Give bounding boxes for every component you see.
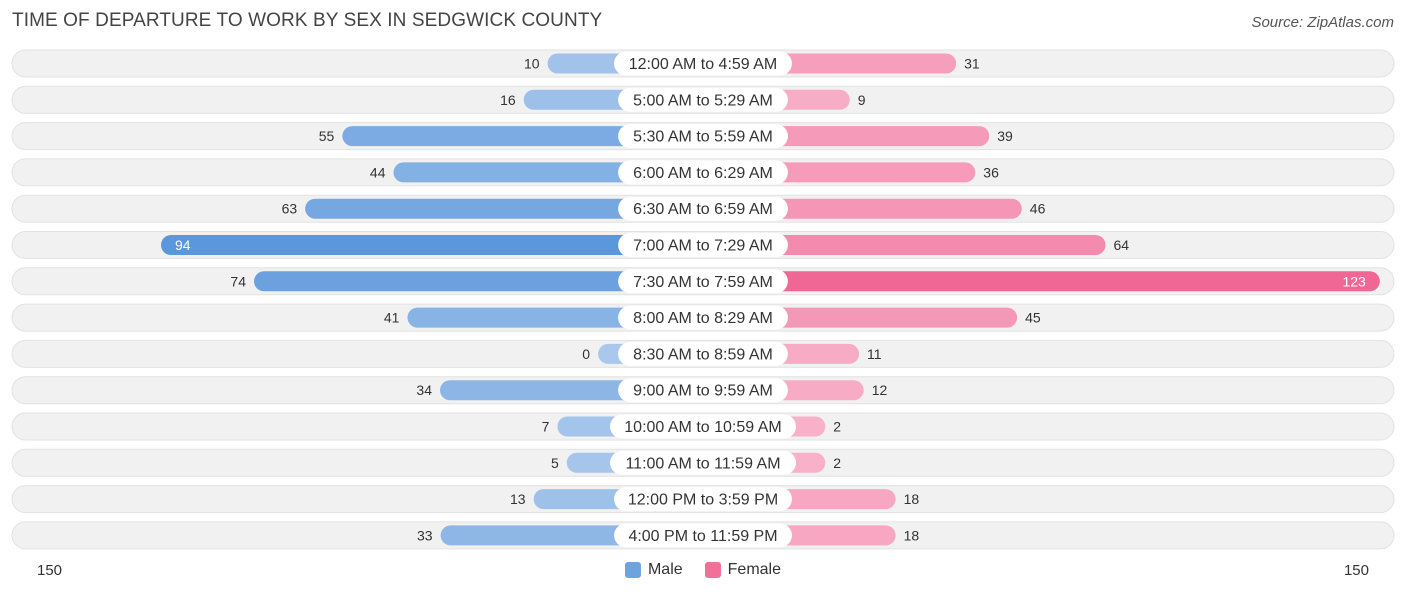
value-label-female: 11 — [867, 346, 882, 362]
chart-row: 12:00 PM to 3:59 PM 13 18 — [11, 485, 1395, 514]
value-label-male: 55 — [319, 128, 335, 144]
category-label: 8:00 AM to 8:29 AM — [633, 310, 773, 327]
value-label-female: 123 — [1342, 273, 1366, 289]
chart-row: 12:00 AM to 4:59 AM 10 31 — [11, 49, 1395, 78]
value-label-female: 18 — [904, 527, 920, 543]
category-label-bg — [610, 450, 796, 475]
chart-row: 8:30 AM to 8:59 AM 0 11 — [11, 339, 1395, 368]
value-label-male: 33 — [417, 527, 433, 543]
value-label-male: 13 — [510, 491, 526, 507]
value-label-female: 36 — [983, 164, 999, 180]
chart-row: 7:30 AM to 7:59 AM 74 123 — [11, 267, 1395, 296]
chart-row: 8:00 AM to 8:29 AM 41 45 — [11, 303, 1395, 332]
category-label: 12:00 PM to 3:59 PM — [628, 492, 778, 509]
value-label-female: 64 — [1114, 237, 1130, 253]
value-label-male: 44 — [370, 164, 386, 180]
chart-title: TIME OF DEPARTURE TO WORK BY SEX IN SEDG… — [12, 10, 603, 31]
category-label: 5:00 AM to 5:29 AM — [633, 92, 773, 109]
category-label-bg — [618, 269, 788, 294]
category-label-bg — [614, 487, 792, 512]
source-label: Source: ZipAtlas.com — [1251, 14, 1394, 31]
chart-row: 6:00 AM to 6:29 AM 44 36 — [11, 158, 1395, 187]
chart-row: 7:00 AM to 7:29 AM 94 64 — [11, 231, 1395, 259]
chart-row: 9:00 AM to 9:59 AM 34 12 — [11, 376, 1395, 405]
category-label: 12:00 AM to 4:59 AM — [629, 56, 778, 73]
category-label: 7:30 AM to 7:59 AM — [633, 274, 773, 291]
category-label: 5:30 AM to 5:59 AM — [633, 129, 773, 146]
bar-female — [703, 235, 1106, 255]
category-label: 9:00 AM to 9:59 AM — [633, 383, 773, 400]
category-label: 10:00 AM to 10:59 AM — [624, 419, 781, 436]
category-label-bg — [614, 51, 792, 76]
value-label-male: 41 — [384, 310, 400, 326]
value-label-male: 34 — [416, 382, 432, 398]
category-label: 11:00 AM to 11:59 AM — [625, 455, 780, 472]
category-label: 6:30 AM to 6:59 AM — [633, 201, 773, 218]
category-label: 8:30 AM to 8:59 AM — [633, 346, 773, 363]
value-label-female: 31 — [964, 56, 980, 72]
value-label-male: 7 — [542, 419, 550, 435]
value-label-female: 2 — [833, 419, 841, 435]
value-label-male: 94 — [175, 237, 191, 253]
legend-swatch-male — [624, 562, 641, 578]
legend-item-female: Female — [704, 561, 782, 579]
category-label-bg — [618, 124, 788, 149]
value-label-male: 63 — [282, 201, 298, 217]
legend-label-female: Female — [727, 561, 782, 578]
value-label-male: 10 — [524, 56, 540, 72]
category-label-bg — [618, 196, 788, 221]
chart-row: 4:00 PM to 11:59 PM 33 18 — [11, 521, 1395, 550]
chart-row: 5:30 AM to 5:59 AM 55 39 — [11, 122, 1395, 151]
chart-row: 6:30 AM to 6:59 AM 63 46 — [11, 194, 1395, 223]
value-label-female: 2 — [833, 455, 841, 471]
value-label-female: 45 — [1025, 310, 1041, 326]
value-label-male: 0 — [582, 346, 590, 362]
legend: Male Female — [0, 561, 1406, 579]
category-label-bg — [618, 305, 788, 330]
category-label-bg — [618, 341, 788, 366]
value-label-female: 46 — [1030, 201, 1046, 217]
value-label-female: 12 — [872, 382, 888, 398]
value-label-male: 16 — [500, 92, 516, 108]
bar-male — [342, 126, 703, 147]
bar-male — [305, 198, 703, 219]
chart-row: 5:00 AM to 5:29 AM 16 9 — [11, 85, 1395, 114]
category-label-bg — [610, 414, 796, 439]
value-label-male: 74 — [230, 273, 246, 289]
chart-row: 11:00 AM to 11:59 AM 5 2 — [11, 448, 1395, 477]
category-label-bg — [618, 233, 788, 257]
axis-left-label: 150 — [37, 562, 63, 579]
category-label-bg — [618, 378, 788, 403]
value-label-female: 18 — [904, 491, 920, 507]
bar-male — [254, 271, 703, 292]
value-label-male: 5 — [551, 455, 559, 471]
category-label-bg — [618, 87, 788, 112]
legend-item-male: Male — [624, 561, 683, 579]
legend-swatch-female — [704, 562, 721, 578]
category-label-bg — [618, 160, 788, 185]
category-label: 4:00 PM to 11:59 PM — [628, 528, 777, 545]
value-label-female: 9 — [858, 92, 866, 108]
chart-row: 10:00 AM to 10:59 AM 7 2 — [11, 412, 1395, 441]
category-label: 6:00 AM to 6:29 AM — [633, 165, 773, 182]
value-label-female: 39 — [997, 128, 1013, 144]
axis-right-label: 150 — [1343, 562, 1369, 579]
category-label: 7:00 AM to 7:29 AM — [633, 238, 773, 255]
legend-label-male: Male — [647, 561, 683, 578]
bar-male — [161, 235, 703, 255]
bar-female — [703, 271, 1380, 292]
category-label-bg — [614, 523, 792, 548]
